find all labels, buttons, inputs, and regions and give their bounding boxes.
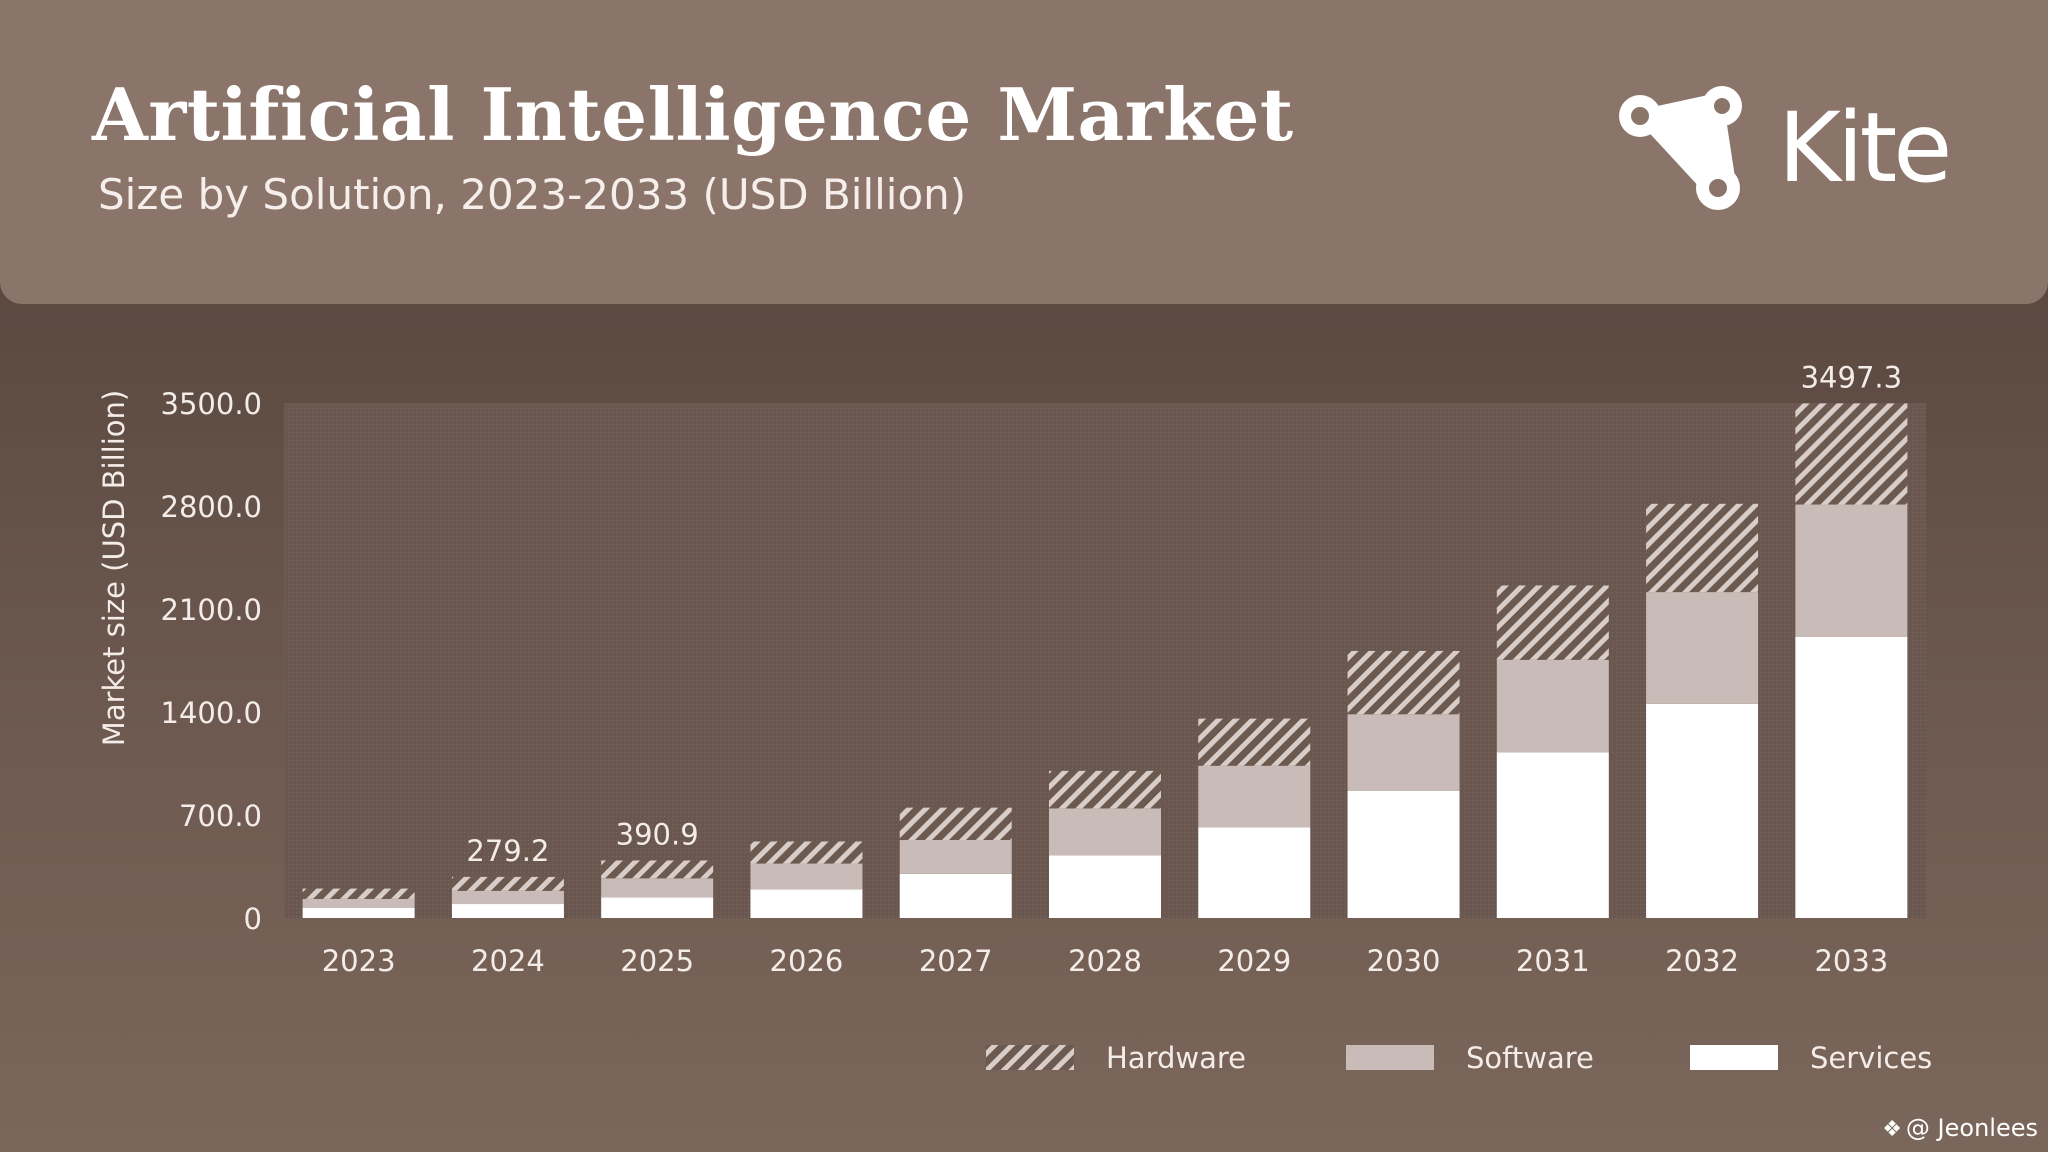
x-tick-label: 2025 bbox=[620, 944, 694, 978]
brand-name: Kite bbox=[1778, 92, 1952, 204]
bar-services-2028 bbox=[1049, 855, 1161, 918]
y-tick-label: 700.0 bbox=[179, 799, 262, 833]
y-tick-label: 0 bbox=[244, 902, 262, 936]
y-axis: 0 700.0 1400.0 2100.0 2800.0 3500.0 bbox=[161, 387, 262, 936]
chart-subtitle: Size by Solution, 2023-2033 (USD Billion… bbox=[98, 170, 967, 219]
data-label: 3497.3 bbox=[1801, 360, 1902, 394]
bar-services-2033 bbox=[1795, 636, 1908, 918]
watermark: ❖ @ Jeonlees bbox=[1882, 1114, 2038, 1142]
bar-hardware-2029 bbox=[1198, 718, 1311, 766]
chart-title: Artificial Intelligence Market bbox=[92, 72, 1294, 157]
bar-hardware-2028 bbox=[1049, 770, 1161, 809]
bar-hardware-2030 bbox=[1347, 650, 1460, 715]
bar-software-2026 bbox=[750, 863, 863, 890]
x-tick-label: 2026 bbox=[770, 944, 844, 978]
bar-services-2029 bbox=[1198, 827, 1311, 918]
legend-label-hardware: Hardware bbox=[1106, 1041, 1246, 1075]
legend-swatch-hardware bbox=[986, 1045, 1074, 1070]
legend-label-services: Services bbox=[1810, 1041, 1932, 1075]
bar-software-2025 bbox=[601, 878, 714, 898]
legend-swatch-software bbox=[1346, 1045, 1434, 1070]
y-tick-label: 3500.0 bbox=[161, 387, 262, 421]
bar-hardware-2032 bbox=[1646, 503, 1759, 593]
bar-services-2023 bbox=[302, 907, 415, 918]
x-tick-label: 2024 bbox=[471, 944, 545, 978]
legend-label-software: Software bbox=[1466, 1041, 1594, 1075]
legend-swatch-services bbox=[1690, 1045, 1778, 1070]
data-label: 390.9 bbox=[616, 817, 699, 851]
legend: Hardware Software Services bbox=[986, 1041, 1932, 1075]
bar-hardware-2031 bbox=[1496, 585, 1609, 660]
bar-hardware-2026 bbox=[750, 841, 863, 864]
x-axis: 2023 2024 2025 2026 2027 2028 2029 2030 2031 2032… bbox=[322, 944, 1889, 978]
bar-hardware-2023 bbox=[302, 888, 415, 899]
data-label: 279.2 bbox=[466, 834, 549, 868]
x-tick-label: 2029 bbox=[1217, 944, 1291, 978]
x-tick-label: 2027 bbox=[919, 944, 993, 978]
bar-software-2031 bbox=[1496, 659, 1609, 753]
bar-services-2032 bbox=[1646, 703, 1759, 918]
x-tick-label: 2030 bbox=[1367, 944, 1441, 978]
data-labels-group: 279.2 390.9 3497.3 bbox=[466, 360, 1902, 868]
bar-services-2026 bbox=[750, 889, 863, 918]
y-tick-label: 2800.0 bbox=[161, 490, 262, 524]
bar-services-2031 bbox=[1496, 752, 1609, 918]
bar-software-2027 bbox=[899, 840, 1012, 874]
x-tick-label: 2032 bbox=[1665, 944, 1739, 978]
x-tick-label: 2023 bbox=[322, 944, 396, 978]
bar-software-2029 bbox=[1198, 765, 1311, 828]
y-tick-label: 2100.0 bbox=[161, 593, 262, 627]
bar-hardware-2033 bbox=[1795, 403, 1908, 505]
x-tick-label: 2028 bbox=[1068, 944, 1142, 978]
bar-software-2023 bbox=[302, 898, 415, 908]
bar-services-2025 bbox=[601, 897, 714, 918]
bar-hardware-2025 bbox=[601, 860, 714, 879]
bar-hardware-2027 bbox=[899, 807, 1012, 841]
y-axis-label: Market size (USD Billion) bbox=[97, 390, 131, 746]
watermark-text: @ Jeonlees bbox=[1905, 1114, 2038, 1142]
bar-software-2030 bbox=[1347, 714, 1460, 791]
bar-services-2024 bbox=[451, 904, 564, 918]
bar-services-2027 bbox=[899, 873, 1012, 918]
bar-software-2032 bbox=[1646, 592, 1759, 704]
bars-group bbox=[302, 403, 1908, 918]
y-tick-label: 1400.0 bbox=[161, 696, 262, 730]
bar-software-2033 bbox=[1795, 504, 1908, 637]
header-banner: Artificial Intelligence Market Size by S… bbox=[0, 0, 2048, 304]
bar-software-2024 bbox=[451, 890, 564, 905]
x-tick-label: 2031 bbox=[1516, 944, 1590, 978]
diamond-logo-icon: ❖ bbox=[1882, 1117, 1902, 1142]
bar-software-2028 bbox=[1049, 808, 1161, 856]
bar-hardware-2024 bbox=[451, 876, 564, 891]
x-tick-label: 2033 bbox=[1814, 944, 1888, 978]
bar-services-2030 bbox=[1347, 790, 1460, 918]
kite-logo-icon bbox=[1619, 86, 1742, 210]
